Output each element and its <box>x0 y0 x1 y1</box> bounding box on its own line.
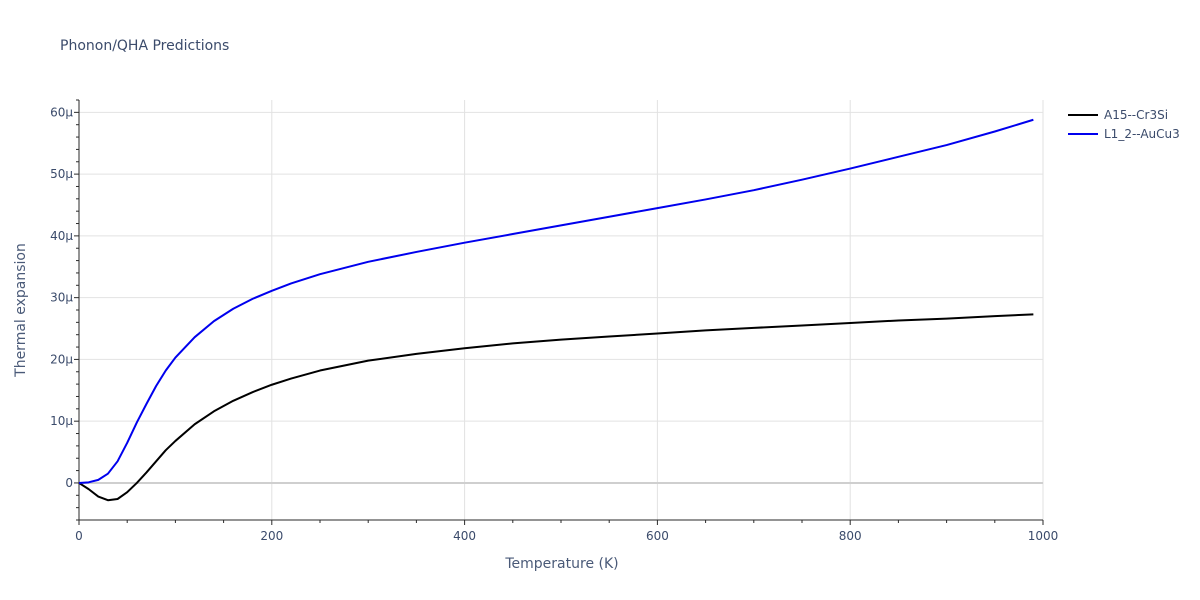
x-tick-labels: 0 200 400 600 800 1000 <box>75 529 1058 543</box>
x-tick-label: 200 <box>260 529 283 543</box>
axes <box>74 99 1044 525</box>
y-tick-label: 0 <box>65 476 73 490</box>
y-tick-label: 60μ <box>50 105 73 119</box>
grid <box>79 100 1044 520</box>
y-axis-title: Thermal expansion <box>13 243 29 378</box>
x-tick-label: 0 <box>75 529 83 543</box>
y-tick-label: 20μ <box>50 352 73 366</box>
legend-item-l1-2-aucu3[interactable]: L1_2--AuCu3 <box>1068 127 1180 141</box>
x-tick-label: 600 <box>646 529 669 543</box>
y-tick-labels: 0 10μ 20μ 30μ 40μ 50μ 60μ <box>50 105 73 490</box>
legend-label: A15--Cr3Si <box>1104 108 1168 122</box>
legend[interactable]: A15--Cr3Si L1_2--AuCu3 <box>1068 108 1180 141</box>
legend-label: L1_2--AuCu3 <box>1104 127 1180 141</box>
y-tick-label: 50μ <box>50 167 73 181</box>
series-line-a15-cr3si <box>78 313 1034 502</box>
x-tick-label: 1000 <box>1028 529 1059 543</box>
y-tick-label: 10μ <box>50 414 73 428</box>
legend-item-a15-cr3si[interactable]: A15--Cr3Si <box>1068 108 1168 122</box>
series-line-l1-2-aucu3 <box>78 118 1034 484</box>
chart-title: Phonon/QHA Predictions <box>60 38 229 54</box>
series-layer <box>78 118 1034 502</box>
y-tick-label: 30μ <box>50 291 73 305</box>
x-tick-label: 400 <box>453 529 476 543</box>
x-axis-title: Temperature (K) <box>504 556 618 572</box>
x-tick-label: 800 <box>839 529 862 543</box>
y-tick-label: 40μ <box>50 229 73 243</box>
